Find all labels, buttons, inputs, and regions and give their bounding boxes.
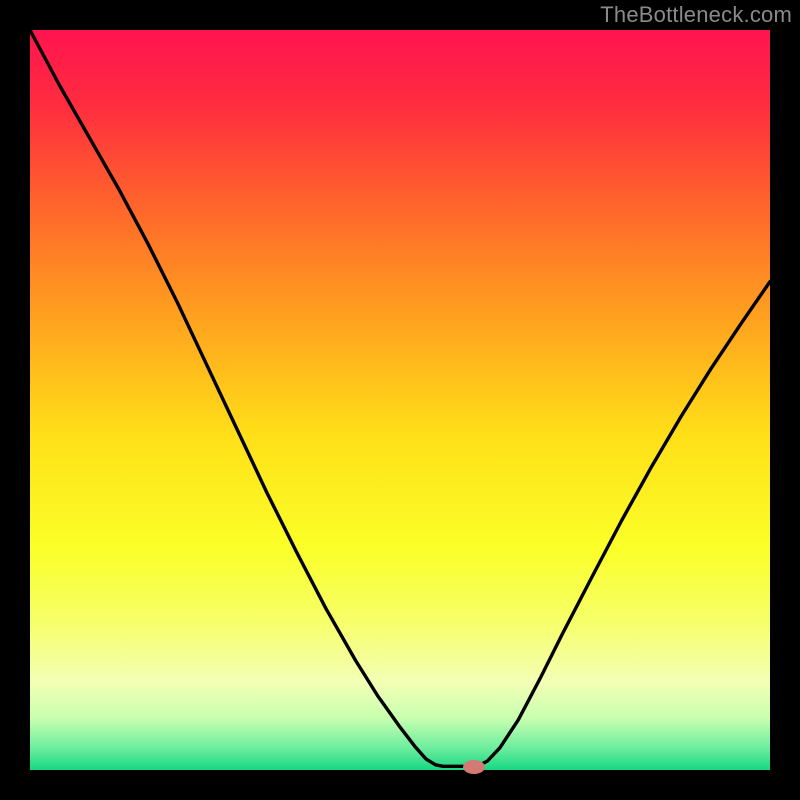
- chart-container: TheBottleneck.com: [0, 0, 800, 800]
- watermark-text: TheBottleneck.com: [600, 2, 792, 28]
- bottleneck-chart: [0, 0, 800, 800]
- optimal-point-marker: [463, 760, 485, 774]
- plot-background: [30, 30, 770, 770]
